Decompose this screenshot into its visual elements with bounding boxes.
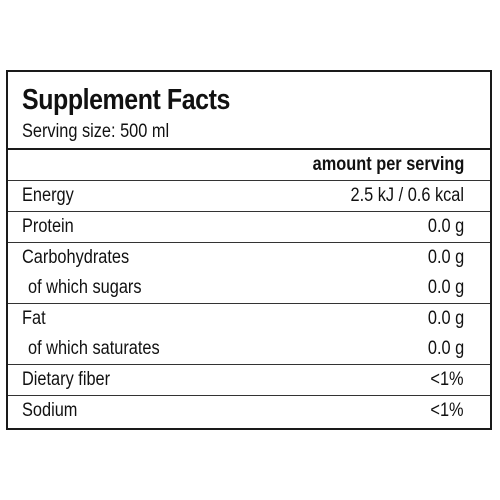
nutrient-label: Carbohydrates [22,247,130,268]
row-divider [8,395,490,396]
nutrient-label: of which saturates [28,338,160,359]
nutrient-value: 0.0 g [427,338,464,359]
row-divider [8,364,490,365]
nutrient-label: of which sugars [28,277,142,298]
panel-title: Supplement Facts [22,84,230,116]
nutrient-value: 2.5 kJ / 0.6 kcal [350,185,464,206]
nutrient-label: Energy [22,185,74,206]
nutrient-value: 0.0 g [427,308,464,329]
nutrient-label: Fat [22,308,46,329]
nutrient-row-dietary-fiber: Dietary fiber <1% [8,365,490,395]
nutrient-row-sodium: Sodium <1% [8,396,490,426]
nutrient-label: Protein [22,216,74,237]
nutrient-value: <1% [430,369,464,390]
supplement-facts-panel: Supplement Facts Serving size: 500 ml am… [6,70,492,430]
row-divider [8,303,490,304]
nutrient-label: Sodium [22,400,78,421]
nutrient-row-carbohydrates: Carbohydrates 0.0 g [8,243,490,273]
nutrient-value: 0.0 g [427,247,464,268]
nutrient-row-protein: Protein 0.0 g [8,212,490,242]
row-divider [8,180,490,181]
nutrient-row-energy: Energy 2.5 kJ / 0.6 kcal [8,181,490,211]
nutrient-row-saturates: of which saturates 0.0 g [8,334,490,364]
nutrient-value: 0.0 g [427,216,464,237]
nutrient-value: 0.0 g [427,277,464,298]
panel-header: Supplement Facts Serving size: 500 ml [8,72,490,148]
header-divider [8,148,490,150]
serving-size: Serving size: 500 ml [22,121,170,142]
column-header: amount per serving [312,154,464,175]
nutrient-row-fat: Fat 0.0 g [8,304,490,334]
nutrient-row-sugars: of which sugars 0.0 g [8,273,490,303]
column-header-row: amount per serving [8,150,490,180]
row-divider [8,242,490,243]
nutrient-label: Dietary fiber [22,369,111,390]
row-divider [8,211,490,212]
nutrient-value: <1% [430,400,464,421]
